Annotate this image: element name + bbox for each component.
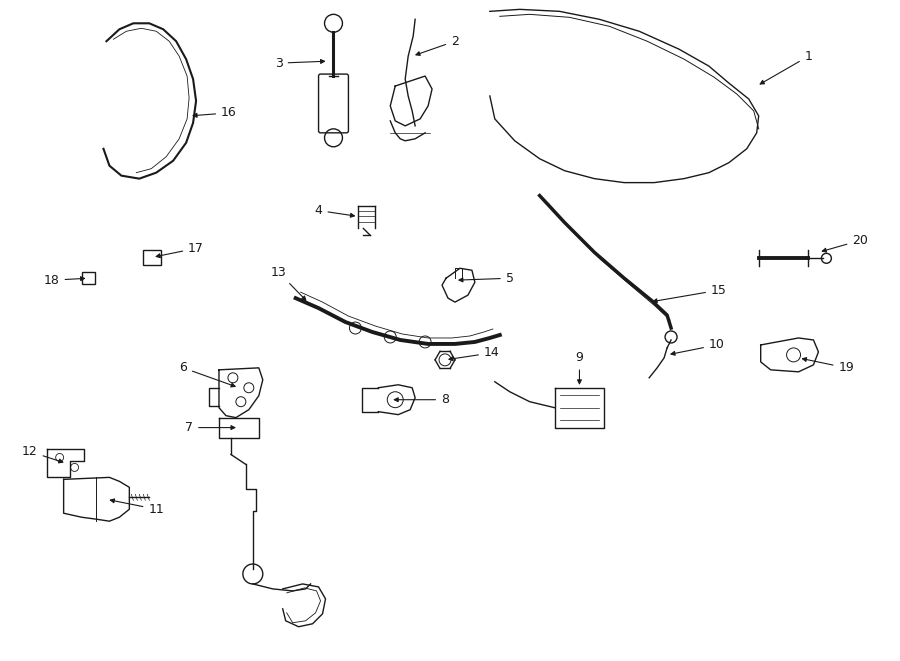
Text: 17: 17 (157, 242, 204, 258)
Text: 3: 3 (274, 57, 325, 69)
Text: 1: 1 (760, 50, 813, 84)
Text: 18: 18 (44, 274, 85, 287)
Text: 20: 20 (823, 234, 868, 252)
Text: 15: 15 (653, 284, 727, 303)
Text: 13: 13 (271, 266, 306, 300)
Text: 8: 8 (394, 393, 449, 407)
Text: 12: 12 (22, 445, 63, 463)
Text: 19: 19 (803, 358, 854, 374)
Text: 10: 10 (671, 338, 724, 355)
Text: 2: 2 (416, 35, 459, 56)
Text: 11: 11 (111, 499, 164, 516)
Text: 4: 4 (315, 204, 355, 217)
Text: 7: 7 (185, 421, 235, 434)
Text: 9: 9 (575, 352, 583, 384)
Text: 6: 6 (179, 362, 235, 387)
Text: 5: 5 (459, 272, 514, 285)
Text: 14: 14 (449, 346, 500, 361)
Text: 16: 16 (194, 106, 237, 120)
